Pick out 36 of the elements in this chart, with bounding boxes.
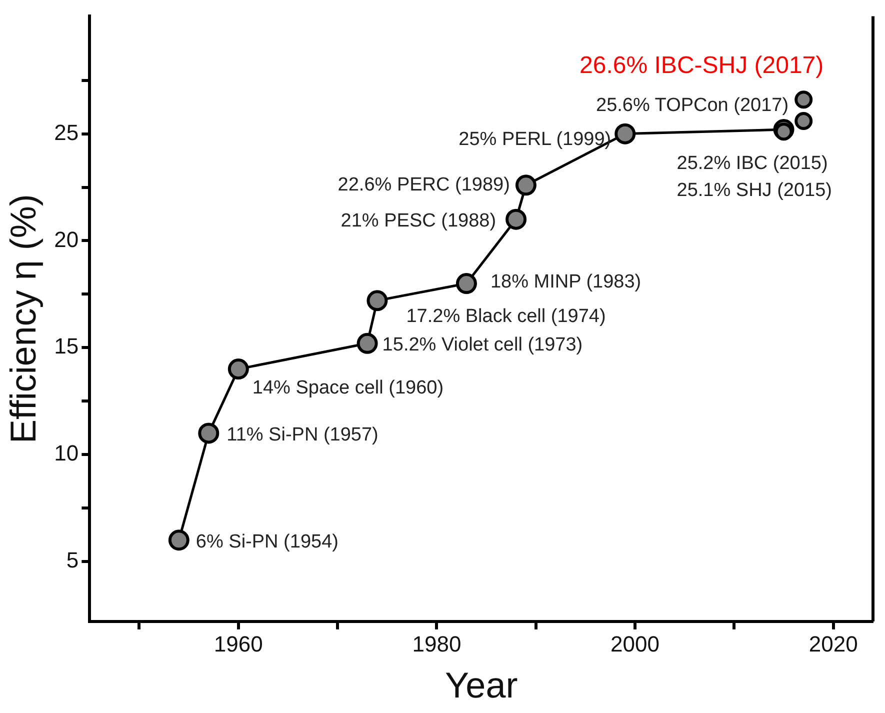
point — [515, 174, 536, 196]
y-tick-label: 20 — [54, 226, 79, 252]
point — [794, 112, 813, 130]
y-tick-label: 5 — [66, 548, 79, 573]
point — [456, 273, 477, 294]
annotation: 25% PERL (1999) — [458, 129, 612, 150]
annotation: 26.6% IBC-SHJ (2017) — [580, 52, 824, 80]
y-tick-label: 15 — [54, 334, 79, 359]
annotation: 25.2% IBC (2015) — [676, 152, 828, 174]
annotation: 11% Si-PN (1957) — [226, 424, 378, 446]
x-axis-title: Year — [444, 664, 518, 706]
x-tick-label: 1980 — [412, 632, 462, 657]
point — [614, 123, 636, 144]
x-tick-label: 2020 — [808, 632, 858, 657]
y-axis-title: Efficiency η (%) — [2, 194, 44, 444]
point — [794, 90, 813, 109]
annotation: 21% PESC (1988) — [340, 210, 496, 232]
annotation: 6% Si-PN (1954) — [196, 531, 338, 552]
point — [356, 332, 378, 354]
annotation: 25.6% TOPCon (2017) — [596, 95, 789, 116]
point — [366, 290, 388, 312]
annotation: 14% Space cell (1960) — [252, 377, 444, 398]
point — [168, 530, 190, 551]
point — [228, 358, 249, 380]
annotation: 25.1% SHJ (2015) — [676, 180, 832, 201]
point — [506, 208, 527, 230]
annotation: 17.2% Black cell (1974) — [406, 306, 606, 327]
y-tick-label: 25 — [54, 120, 79, 145]
x-tick-label: 1960 — [214, 632, 263, 657]
annotation: 18% MINP (1983) — [490, 272, 642, 293]
x-tick-label: 2000 — [610, 632, 660, 657]
point — [198, 422, 220, 444]
annotation: 22.6% PERC (1989) — [338, 174, 510, 196]
point — [774, 122, 793, 141]
annotation: 15.2% Violet cell (1973) — [382, 334, 583, 356]
y-tick-label: 10 — [54, 440, 79, 466]
